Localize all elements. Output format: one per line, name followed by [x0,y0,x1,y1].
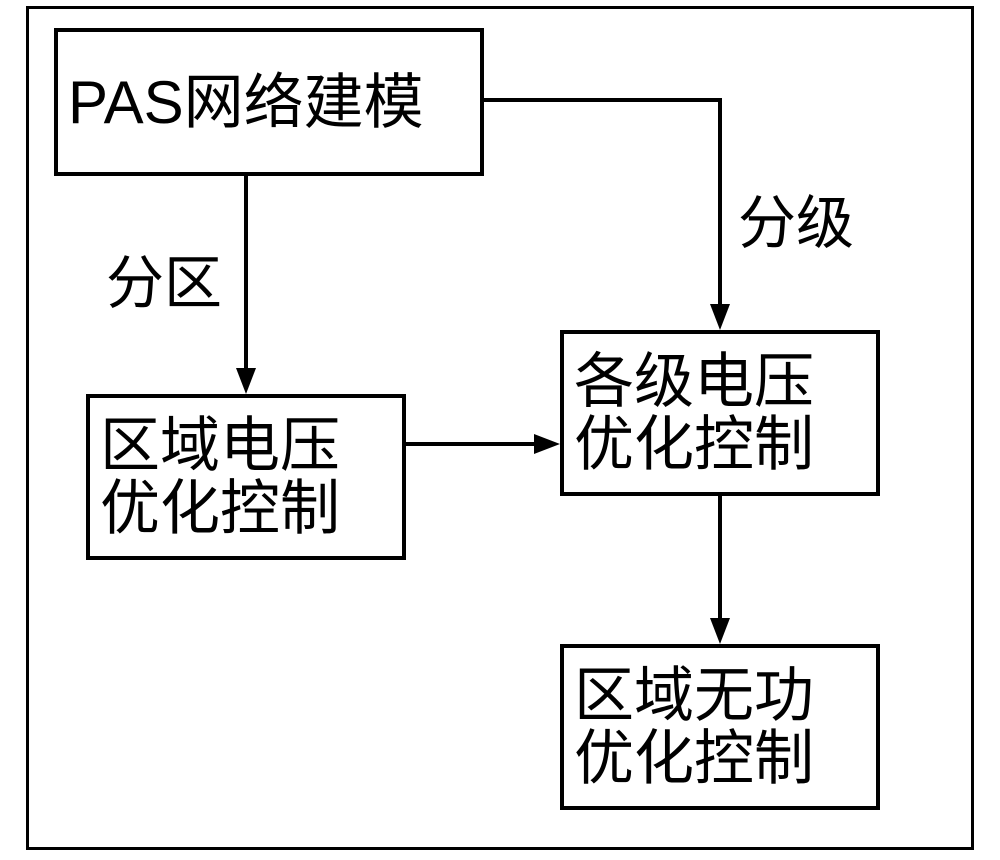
node-label: 各级电压 优化控制 [574,350,814,476]
edge-label-partition: 分区 [106,236,222,320]
edge-label-grading: 分级 [738,176,854,260]
node-pas-network-modeling: PAS网络建模 [54,28,484,176]
node-level-voltage-optimization: 各级电压 优化控制 [560,330,880,496]
node-regional-voltage-optimization: 区域电压 优化控制 [86,394,406,560]
node-regional-reactive-optimization: 区域无功 优化控制 [560,644,880,810]
node-label: 区域无功 优化控制 [574,664,814,790]
node-label: PAS网络建模 [68,71,424,134]
node-label: 区域电压 优化控制 [100,414,340,540]
